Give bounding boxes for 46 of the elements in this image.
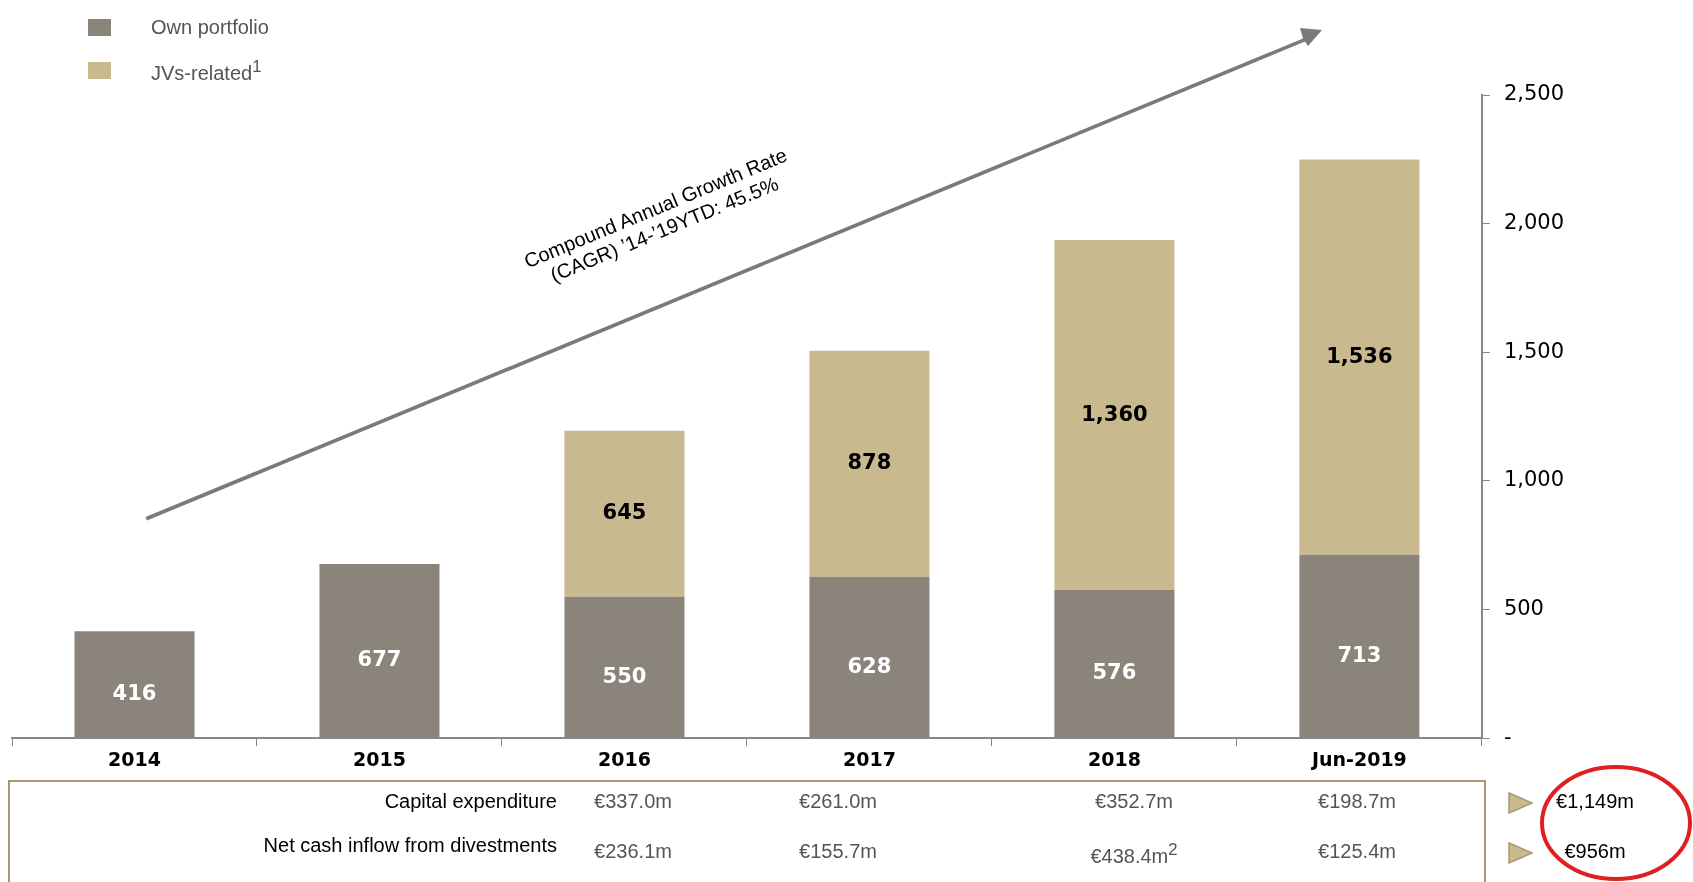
text: Capital expenditure	[384, 790, 557, 813]
text: €198.7m	[1317, 790, 1397, 813]
x-tick-label: 2018	[1087, 747, 1141, 770]
y-tick-label: 2,500	[1503, 81, 1565, 106]
bar	[1054, 590, 1175, 738]
y-tick-label: 1,000	[1503, 467, 1565, 492]
data-label: 1,360	[1081, 401, 1148, 426]
text: €261.0m	[798, 790, 878, 813]
text: €236.1m	[594, 840, 672, 862]
bar	[564, 596, 685, 738]
text: €337.0m	[594, 790, 672, 812]
bar	[1054, 240, 1175, 591]
y-tick-label: -	[1503, 724, 1512, 749]
data-label: 576	[1092, 660, 1137, 685]
legend-label: Own portfolio	[151, 16, 269, 39]
text: €1,149m	[1555, 790, 1635, 813]
bar	[1299, 159, 1420, 555]
text: €438.4m$^{2}$	[1089, 840, 1179, 868]
bar	[74, 631, 195, 738]
y-tick-label: 500	[1503, 596, 1544, 621]
text: €352.7m	[1094, 790, 1174, 813]
text: €125.4m	[1317, 840, 1397, 863]
x-tick-label: 2015	[353, 747, 406, 770]
data-label: 645	[602, 500, 647, 525]
data-label: 628	[847, 653, 892, 678]
bar	[1299, 554, 1420, 738]
bar	[809, 350, 930, 577]
bar	[564, 430, 685, 597]
bar	[319, 564, 440, 738]
legend-label: JVs-related$^{1}$	[151, 56, 262, 85]
text: €155.7m	[798, 840, 878, 863]
text: €956m	[1563, 840, 1627, 863]
data-label: 416	[112, 680, 157, 705]
data-label: 713	[1337, 642, 1382, 667]
data-label: 677	[357, 647, 402, 672]
x-tick-label: 2016	[598, 747, 651, 770]
y-tick-label: 1,500	[1503, 338, 1565, 363]
text: Net cash inflow from divestments	[263, 834, 557, 857]
x-tick-label: 2014	[108, 747, 161, 770]
y-tick-label: 2,000	[1503, 210, 1565, 235]
data-label: 1,536	[1326, 343, 1393, 368]
data-label: 878	[847, 450, 892, 475]
bar	[809, 576, 930, 738]
x-tick-label: Jun-2019	[1309, 747, 1407, 770]
x-tick-label: 2017	[842, 747, 896, 770]
data-label: 550	[602, 663, 647, 688]
